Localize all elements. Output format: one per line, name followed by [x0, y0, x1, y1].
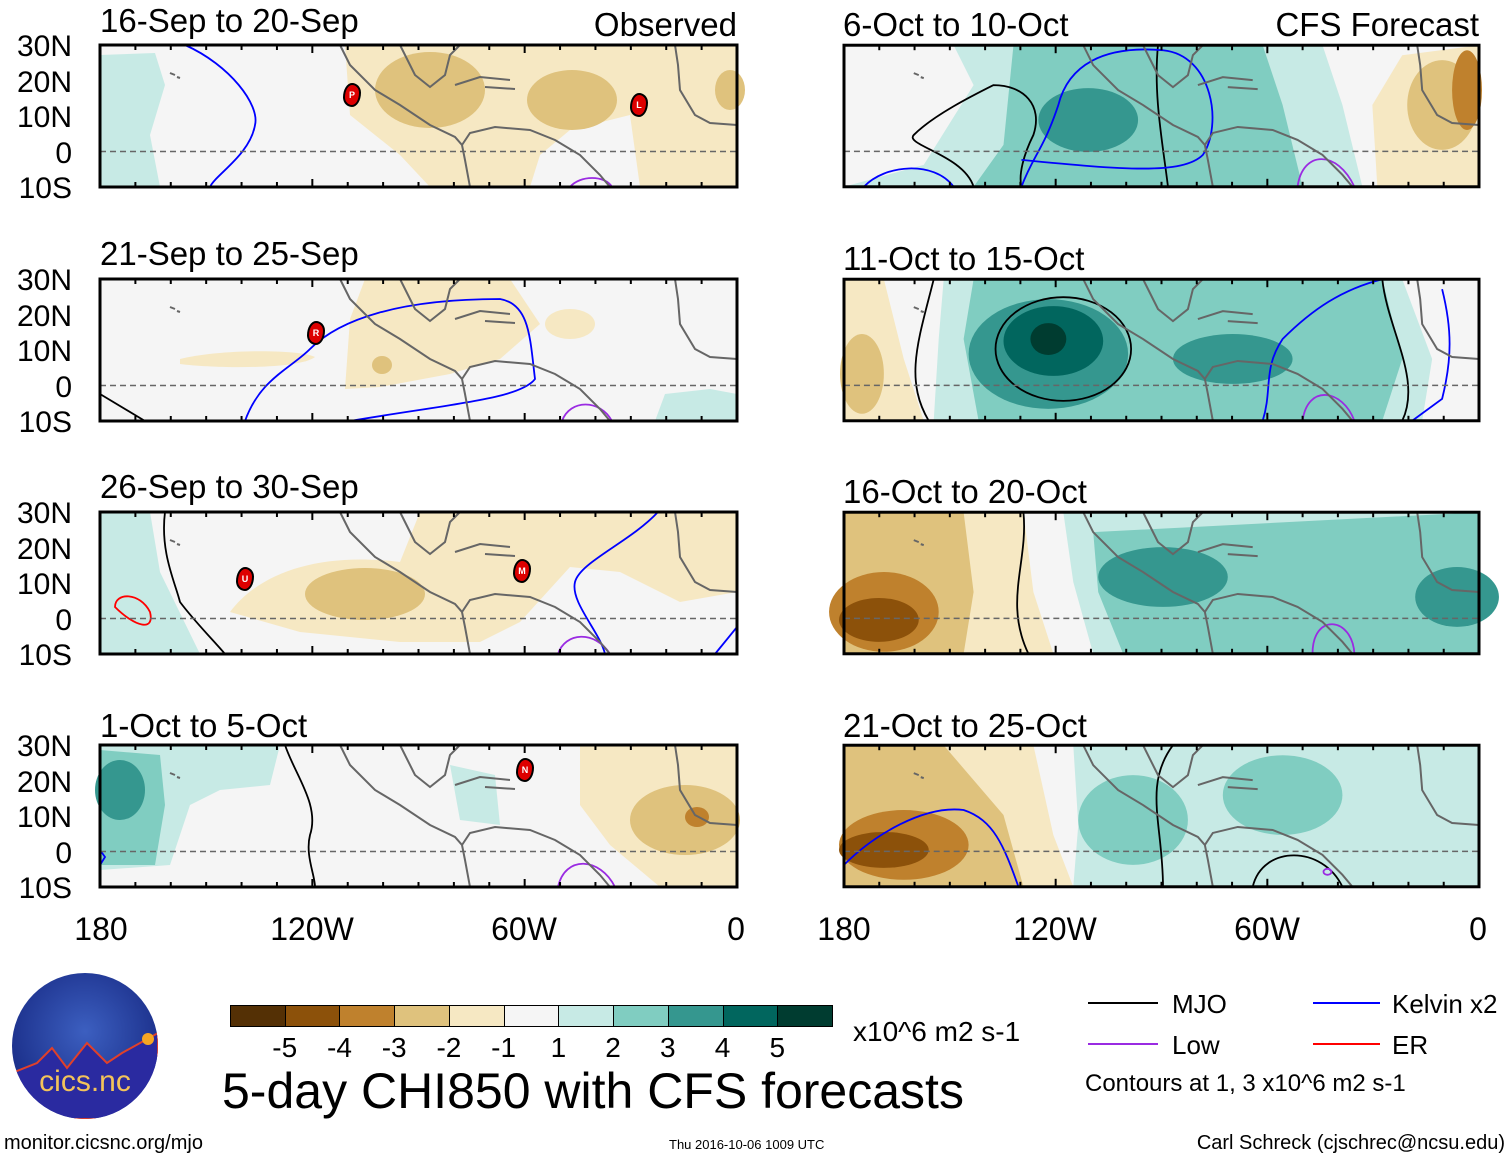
source-url: monitor.cicsnc.org/mjo [4, 1132, 203, 1154]
colorbar-swatch [667, 1005, 724, 1027]
legend-label: ER [1392, 1030, 1429, 1060]
contours-note: Contours at 1, 3 x10^6 m2 s-1 [1085, 1070, 1406, 1097]
map-panel [98, 43, 745, 189]
colorbar-label: 5 [769, 1032, 786, 1063]
observed-label: Observed [593, 6, 737, 43]
colorbar-swatch [339, 1005, 396, 1027]
colorbar-swatch [613, 1005, 669, 1027]
panel-title: 6-Oct to 10-Oct [843, 6, 1069, 43]
colorbar-swatch [448, 1005, 505, 1027]
colorbar-label: -2 [436, 1032, 462, 1063]
colorbar-label: 3 [660, 1032, 676, 1063]
panel-title: 21-Oct to 25-Oct [843, 707, 1087, 744]
author-credit: Carl Schreck (cjschrec@ncsu.edu) [1196, 1132, 1505, 1154]
timestamp: Thu 2016-10-06 1009 UTC [669, 1137, 825, 1152]
panel-title: 16-Sep to 20-Sep [100, 2, 359, 39]
lon-label: 180 [74, 911, 128, 947]
lat-label: 10S [18, 406, 72, 439]
lat-label: 30N [16, 730, 72, 763]
lat-label: 10S [18, 172, 72, 205]
map-panel [840, 277, 1481, 423]
lat-label: 10N [16, 335, 72, 368]
legend-label: Low [1172, 1030, 1220, 1060]
lat-label: 20N [16, 765, 72, 799]
lat-label: 10S [18, 639, 72, 672]
panel-title: 21-Sep to 25-Sep [100, 235, 359, 272]
lon-label: 180 [817, 911, 871, 947]
colorbar-label: -1 [491, 1032, 517, 1063]
tropical-storm-icon: M [513, 559, 531, 583]
lon-label: 60W [491, 911, 557, 947]
colorbar-label: -4 [327, 1032, 352, 1063]
tropical-storm-icon: U [236, 567, 254, 591]
logo-text: cics.nc [39, 1065, 131, 1098]
cics-logo: cics.nc [12, 973, 158, 1119]
lon-label: 60W [1234, 911, 1300, 947]
lat-label: 10N [16, 801, 72, 834]
map-panel [98, 510, 739, 656]
colorbar-label: -5 [272, 1032, 298, 1063]
map-panel [829, 510, 1499, 656]
lat-label: 10N [16, 568, 72, 601]
map-panel [842, 43, 1482, 189]
lon-label: 120W [270, 911, 354, 947]
tropical-storm-icon: R [307, 321, 325, 345]
lat-label: 30N [16, 264, 72, 297]
lat-label: 20N [16, 65, 72, 99]
colorbar-label: -3 [381, 1032, 407, 1063]
colorbar-swatch [394, 1005, 450, 1027]
lat-label: 0 [55, 836, 72, 870]
panel-title: 26-Sep to 30-Sep [100, 468, 359, 505]
lat-label: 30N [16, 497, 72, 530]
colorbar-label: 1 [550, 1032, 567, 1063]
kelvin-line-swatch [1313, 1002, 1380, 1004]
lat-label: 0 [55, 136, 72, 170]
colorbar-units: x10^6 m2 s-1 [853, 1016, 1021, 1047]
mjo-line-swatch [1088, 1002, 1158, 1004]
legend-label: Kelvin x2 [1392, 989, 1498, 1019]
colorbar-label: 2 [605, 1032, 621, 1063]
legend-label: MJO [1172, 989, 1227, 1019]
colorbar-swatch [230, 1005, 286, 1027]
panel-title: 16-Oct to 20-Oct [843, 473, 1087, 510]
tropical-storm-icon: N [516, 758, 534, 782]
colorbar-swatch [503, 1005, 560, 1027]
panel-title: 11-Oct to 15-Oct [843, 240, 1085, 277]
lat-label: 10S [18, 872, 72, 905]
lat-label: 30N [16, 30, 72, 63]
colorbar-label: 4 [714, 1032, 731, 1063]
cfs-forecast-label: CFS Forecast [1275, 6, 1479, 43]
lat-label: 0 [55, 603, 72, 637]
low-line-swatch [1088, 1043, 1158, 1045]
er-line-swatch [1313, 1043, 1380, 1045]
map-panel [95, 743, 740, 889]
main-title: 5-day CHI850 with CFS forecasts [222, 1063, 964, 1119]
colorbar-swatch [284, 1005, 341, 1027]
tropical-storm-icon: P [343, 83, 361, 107]
lon-label: 120W [1013, 911, 1097, 947]
lon-label: 0 [1469, 911, 1487, 947]
colorbar-swatch [722, 1005, 779, 1027]
colorbar-swatch [558, 1005, 615, 1027]
panel-title: 1-Oct to 5-Oct [100, 707, 308, 744]
map-panel [839, 743, 1481, 889]
lat-label: 10N [16, 101, 72, 134]
colorbar-swatch [777, 1005, 833, 1027]
lat-label: 20N [16, 299, 72, 333]
tropical-storm-icon: L [630, 93, 648, 117]
map-panel [98, 277, 739, 423]
lon-label: 0 [727, 911, 745, 947]
lat-label: 0 [55, 370, 72, 404]
lat-label: 20N [16, 532, 72, 566]
